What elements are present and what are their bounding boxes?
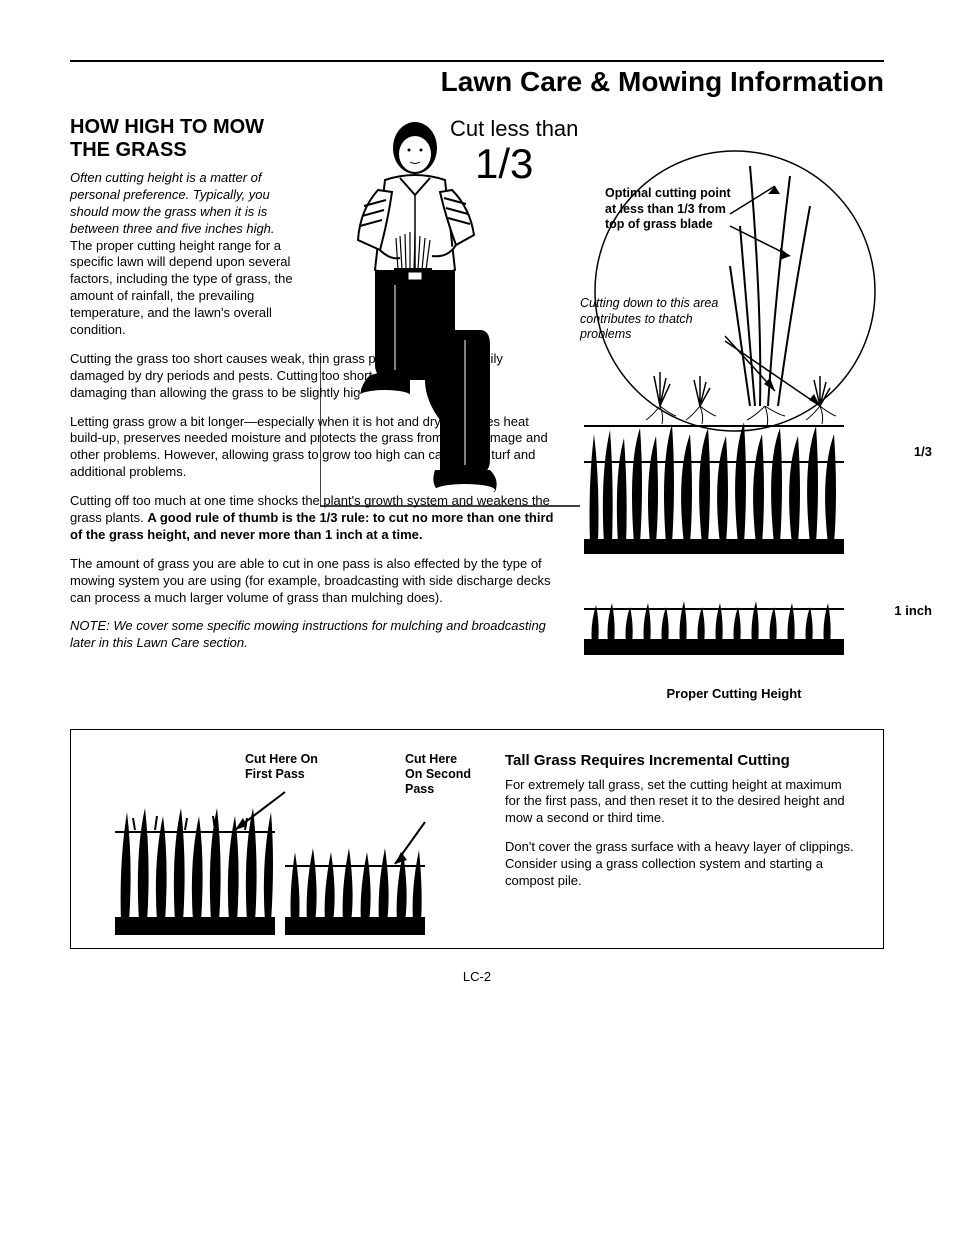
mid-right-column: 1/3 <box>584 414 884 701</box>
note: NOTE: We cover some specific mowing inst… <box>70 618 560 652</box>
grass-circle-icon <box>590 126 880 461</box>
header-rule <box>70 60 884 62</box>
bottom-right-text: Tall Grass Requires Incremental Cutting … <box>505 752 859 890</box>
page-title: Lawn Care & Mowing Information <box>70 66 884 98</box>
para-5: The amount of grass you are able to cut … <box>70 556 560 607</box>
short-grass-icon <box>584 585 844 655</box>
para-1-lead: Often cutting height is a matter of pers… <box>70 170 275 236</box>
first-pass-label: Cut Here On First Pass <box>245 752 345 782</box>
tall-grass-figure: 1/3 <box>584 414 884 559</box>
label-inch: 1 inch <box>894 603 932 618</box>
top-region: HOW HIGH TO MOW THE GRASS Often cutting … <box>70 116 884 984</box>
bottom-box: Cut Here On First Pass Cut Here On Secon… <box>70 729 884 949</box>
bottom-p2: Don't cover the grass surface with a hea… <box>505 839 859 890</box>
para-1-rest: The proper cutting height range for a sp… <box>70 238 293 337</box>
bottom-heading: Tall Grass Requires Incremental Cutting <box>505 752 859 769</box>
short-grass-figure: 1 inch <box>584 585 884 660</box>
mid-caption: Proper Cutting Height <box>584 686 884 701</box>
second-pass-label: Cut Here On Second Pass <box>405 752 475 797</box>
bottom-left-figure: Cut Here On First Pass Cut Here On Secon… <box>95 752 475 947</box>
tall-grass-icon <box>584 414 844 554</box>
section-heading: HOW HIGH TO MOW THE GRASS <box>70 116 300 162</box>
para-1: Often cutting height is a matter of pers… <box>70 170 300 339</box>
left-column: HOW HIGH TO MOW THE GRASS Often cutting … <box>70 116 300 351</box>
label-third: 1/3 <box>914 444 932 459</box>
bottom-p1: For extremely tall grass, set the cuttin… <box>505 777 859 828</box>
man-icon <box>340 120 520 505</box>
page-number: LC-2 <box>70 969 884 984</box>
